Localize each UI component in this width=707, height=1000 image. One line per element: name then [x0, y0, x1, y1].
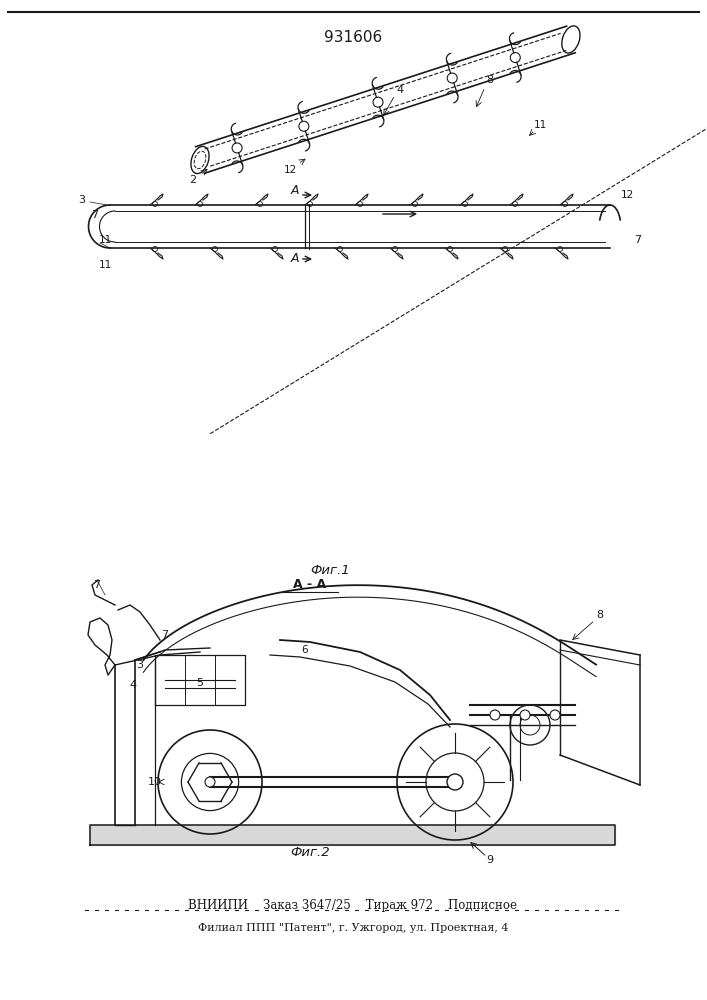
Polygon shape	[90, 825, 615, 845]
Text: 11: 11	[98, 235, 112, 245]
Text: А - А: А - А	[293, 578, 327, 591]
Circle shape	[550, 710, 560, 720]
Text: 5: 5	[197, 678, 204, 688]
Circle shape	[205, 777, 215, 787]
Text: Филиал ППП "Патент", г. Ужгород, ул. Проектная, 4: Филиал ППП "Патент", г. Ужгород, ул. Про…	[198, 923, 508, 933]
Text: 12: 12	[620, 190, 633, 200]
Text: 8: 8	[486, 75, 493, 85]
Text: 4: 4	[397, 85, 404, 95]
Text: 12: 12	[284, 165, 297, 175]
Text: 7: 7	[161, 630, 168, 640]
Circle shape	[520, 710, 530, 720]
Text: 11: 11	[98, 260, 112, 270]
Text: 10: 10	[148, 777, 162, 787]
Circle shape	[490, 710, 500, 720]
Text: ВНИИПИ    Заказ 3647/25    Тираж 972    Подписное: ВНИИПИ Заказ 3647/25 Тираж 972 Подписное	[189, 898, 518, 912]
Text: А: А	[291, 252, 299, 265]
Text: Фиг.1: Фиг.1	[310, 564, 350, 576]
Text: 2: 2	[189, 175, 197, 185]
Text: 3: 3	[78, 195, 86, 205]
Text: 9: 9	[486, 855, 493, 865]
Text: 3: 3	[136, 660, 144, 670]
Text: 931606: 931606	[324, 30, 382, 45]
Text: 8: 8	[597, 610, 604, 620]
Text: 7: 7	[91, 210, 98, 220]
Text: 7: 7	[93, 580, 100, 590]
Text: 6: 6	[302, 645, 308, 655]
Circle shape	[447, 774, 463, 790]
Text: 4: 4	[129, 680, 136, 690]
Text: Фиг.2: Фиг.2	[290, 846, 329, 858]
Text: 11: 11	[533, 120, 547, 130]
Text: А: А	[291, 184, 299, 196]
Text: 7: 7	[634, 235, 641, 245]
